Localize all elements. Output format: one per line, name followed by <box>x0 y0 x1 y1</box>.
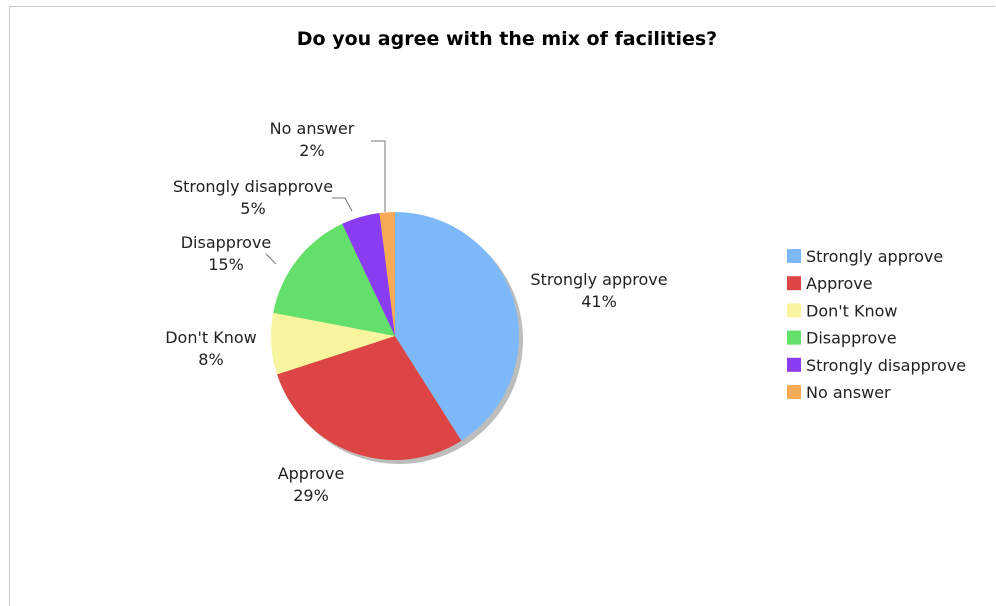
pie-slice-disapprove[interactable] <box>273 223 395 336</box>
legend-swatch-strongly-disapprove <box>787 357 801 372</box>
pie-slice-no-answer[interactable] <box>379 212 395 336</box>
legend-swatch-strongly-approve <box>787 249 801 263</box>
pie-slice-don-t-know[interactable] <box>271 312 395 375</box>
legend-swatch-disapprove <box>787 330 801 345</box>
slice-label-don-t-know: Don't Know <box>165 328 257 347</box>
slice-value-strongly-approve: 41% <box>581 292 617 311</box>
slice-value-approve: 29% <box>293 486 329 505</box>
chart-title: Do you agree with the mix of facilities? <box>297 28 717 50</box>
slice-label-disapprove: Disapprove <box>181 233 272 252</box>
legend-label-strongly-approve[interactable]: Strongly approve <box>806 247 943 266</box>
slice-label-no-answer: No answer <box>270 119 355 138</box>
leader-line-strongly-disapprove <box>332 197 353 212</box>
chart-frame <box>9 6 995 606</box>
legend-swatch-don-t-know <box>787 303 801 318</box>
slice-value-no-answer: 2% <box>299 141 324 160</box>
slice-label-strongly-approve: Strongly approve <box>530 270 667 289</box>
legend-label-don-t-know[interactable]: Don't Know <box>806 301 898 320</box>
pie-slice-strongly-approve[interactable] <box>395 212 519 441</box>
pie-slice-approve[interactable] <box>277 336 462 460</box>
slice-label-approve: Approve <box>278 464 345 483</box>
slice-value-disapprove: 15% <box>208 255 244 274</box>
legend-label-no-answer[interactable]: No answer <box>806 383 891 402</box>
leader-line-no-answer <box>371 140 386 212</box>
slice-value-strongly-disapprove: 5% <box>240 199 265 218</box>
legend-label-strongly-disapprove[interactable]: Strongly disapprove <box>806 356 966 375</box>
leader-line-disapprove <box>265 253 277 265</box>
pie-slice-strongly-disapprove[interactable] <box>342 212 395 336</box>
legend-swatch-no-answer <box>787 385 801 399</box>
legend-label-disapprove[interactable]: Disapprove <box>806 329 897 348</box>
legend-swatch-approve <box>787 276 801 291</box>
slice-label-strongly-disapprove: Strongly disapprove <box>173 177 333 196</box>
legend-label-approve[interactable]: Approve <box>806 274 873 293</box>
slice-value-don-t-know: 8% <box>198 350 223 369</box>
